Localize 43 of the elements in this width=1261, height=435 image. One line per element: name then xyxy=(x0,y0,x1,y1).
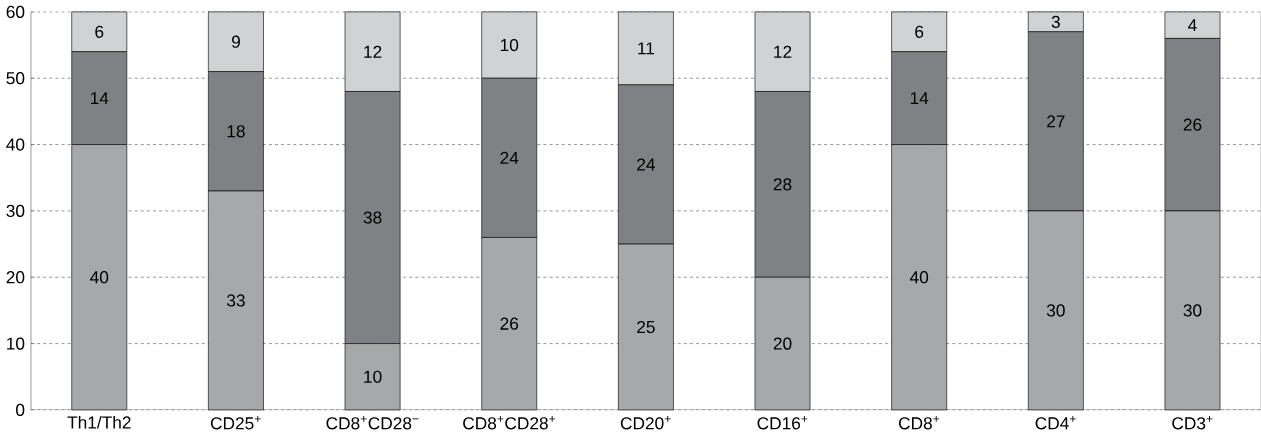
y-tick-label: 10 xyxy=(7,337,25,350)
data-label: 14 xyxy=(910,92,929,104)
y-tick-label: 60 xyxy=(6,5,25,18)
data-label: 10 xyxy=(364,370,382,383)
y-tick-label: 20 xyxy=(6,271,25,284)
data-label: 24 xyxy=(637,158,655,171)
data-label: 30 xyxy=(1183,304,1202,317)
y-tick-label: 50 xyxy=(6,72,25,85)
data-label: 12 xyxy=(364,45,382,58)
data-label: 40 xyxy=(90,271,109,284)
y-tick-label: 30 xyxy=(6,204,25,217)
data-label: 6 xyxy=(95,25,104,38)
data-label: 33 xyxy=(226,294,245,307)
data-label: 14 xyxy=(90,92,109,104)
x-tick-label: CD8$^{+}$CD28$^{+}$ xyxy=(463,415,556,430)
data-label: 12 xyxy=(774,45,792,58)
x-tick-label: CD25$^{+}$ xyxy=(210,415,261,430)
data-label: 26 xyxy=(500,317,519,330)
x-tick-label: Th1/Th2 xyxy=(67,415,131,429)
data-label: 3 xyxy=(1051,15,1060,28)
data-label: 27 xyxy=(1047,115,1065,128)
data-label: 10 xyxy=(500,38,519,52)
y-tick-label: 40 xyxy=(6,138,25,151)
data-label: 25 xyxy=(637,320,655,334)
data-label: 18 xyxy=(227,125,245,138)
data-label: 9 xyxy=(231,35,240,48)
data-label: 4 xyxy=(1188,19,1197,31)
y-tick-label: 0 xyxy=(16,403,25,416)
data-label: 30 xyxy=(1046,304,1065,317)
data-label: 28 xyxy=(773,178,792,191)
data-label: 24 xyxy=(500,151,519,164)
data-label: 40 xyxy=(909,271,929,284)
x-tick-label: CD20$^{+}$ xyxy=(620,415,671,430)
data-label: 20 xyxy=(773,337,792,350)
x-tick-label: CD8$^{+}$ xyxy=(898,415,940,430)
x-tick-label: CD4$^{+}$ xyxy=(1035,415,1076,430)
data-label: 26 xyxy=(1183,118,1202,131)
data-label: 11 xyxy=(638,42,655,55)
x-tick-label: CD3$^{+}$ xyxy=(1172,415,1213,430)
data-label: 6 xyxy=(915,25,924,38)
data-label: 38 xyxy=(363,211,382,224)
x-tick-label: CD8$^{+}$CD28$^{−}$ xyxy=(326,415,419,430)
x-tick-label: CD16$^{+}$ xyxy=(757,415,808,430)
